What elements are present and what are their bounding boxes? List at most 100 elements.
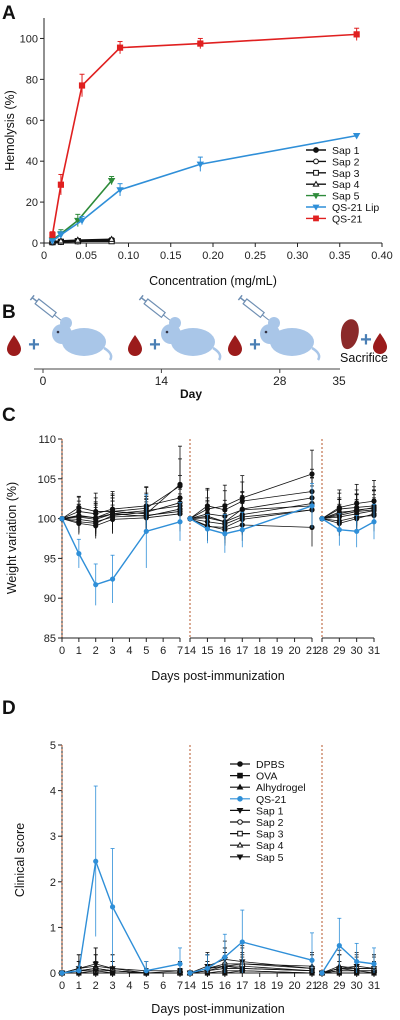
x-tick-label: 28 [316,980,328,992]
legend-label-sap-2: Sap 2 [332,156,360,168]
mouse-ear [268,317,280,329]
legend-marker [237,830,243,837]
x-tick-label: 20 [288,980,300,992]
series-line [51,180,113,241]
data-point [57,181,64,188]
data-point [187,516,193,522]
x-tick-label: 1 [76,980,82,992]
x-tick-label: 14 [184,645,196,657]
data-point [78,82,86,89]
data-point [76,968,82,974]
timeline-day-label: 14 [155,374,169,388]
x-tick-label: 0.30 [287,250,308,262]
plus-sign: + [28,334,40,356]
x-tick-label: 7 [177,980,183,992]
x-tick-label: 1 [76,645,82,657]
x-tick-label: 17 [236,645,248,657]
data-point [309,957,315,963]
data-point [239,939,245,945]
legend-marker [236,783,244,790]
legend-marker [236,841,244,848]
mouse-ear [169,317,181,329]
data-point [371,519,377,525]
legend-label-sap-5: Sap 5 [332,191,360,203]
data-point [109,904,116,910]
x-tick-label: 0.35 [329,250,350,262]
x-tick-label: 0 [59,645,65,657]
timeline-day-label: 0 [40,374,47,388]
blood-drop-icon [373,333,387,354]
x-tick-label: 29 [333,645,345,657]
x-tick-label: 17 [236,980,248,992]
syringe-barrel [34,298,57,319]
legend-label-qs-21-lip: QS-21 Lip [332,202,379,214]
y-tick-label: 110 [38,434,56,446]
spleen-icon [340,319,359,350]
x-tick-label: 3 [110,645,116,657]
syringe-plunger-head [237,294,243,301]
x-axis-title: Concentration (mg/mL) [149,274,277,288]
y-tick-label: 1 [50,922,56,934]
legend-label-alhydrogel: Alhydrogel [256,782,306,794]
data-point [204,965,211,972]
sacrifice-label: Sacrifice [340,351,388,365]
data-point [222,954,228,960]
series-line [61,511,181,523]
x-tick-label: 16 [219,645,231,657]
data-point [204,526,211,532]
mouse-ear [60,317,72,329]
data-point [319,516,325,522]
mouse-head [260,324,280,344]
series-qs-21 [59,483,377,606]
legend-marker [236,808,244,814]
legend-label-qs-21: QS-21 [332,213,363,225]
data-point [92,968,99,975]
data-point [59,516,65,522]
y-tick-label: 105 [38,474,56,486]
legend-label-sap-1: Sap 1 [256,805,284,817]
series-line [321,518,375,533]
x-tick-label: 0.15 [160,250,181,262]
mouse-tail [311,346,321,361]
data-point [59,970,65,976]
data-point [109,516,116,522]
legend-marker [237,796,243,802]
series-line [61,513,181,527]
data-point [177,961,183,967]
data-point [107,178,116,185]
legend-label-sap-4: Sap 4 [332,179,360,191]
data-point [74,217,82,225]
x-tick-label: 19 [271,980,283,992]
syringe-plunger-head [29,294,35,301]
series-line [61,484,181,519]
series-line [51,33,357,235]
x-axis-title: Days post-immunization [151,1002,284,1016]
x-tick-label: 21 [306,645,318,657]
y-tick-label: 100 [20,33,38,45]
data-point [197,40,204,47]
legend-marker [313,158,319,165]
data-point [196,161,205,169]
legend-marker [313,215,319,222]
mouse-tail [103,346,113,361]
series-sap-5 [59,495,377,547]
x-tick-label: 15 [201,980,213,992]
data-point [354,959,360,965]
data-point [352,133,361,140]
x-tick-label: 2 [93,980,99,992]
timeline-day-label: 35 [332,374,346,388]
legend-label-dpbs: DPBS [256,759,285,771]
x-tick-label: 0 [59,980,65,992]
x-tick-label: 0.40 [371,250,392,262]
syringe-barrel [143,298,166,319]
data-point [76,551,82,557]
x-tick-label: 19 [271,645,283,657]
series-dpbs [59,485,377,534]
legend-marker [237,772,243,779]
data-point [177,519,183,525]
panel-a-hemolysis-chart: 0 20 40 60 80 100 0 0.05 0.10 0.15 0.20 0.25 0.30 0.3… [3,18,393,288]
syringe-icon [237,294,271,322]
data-point [109,970,116,977]
series-line [62,970,180,974]
